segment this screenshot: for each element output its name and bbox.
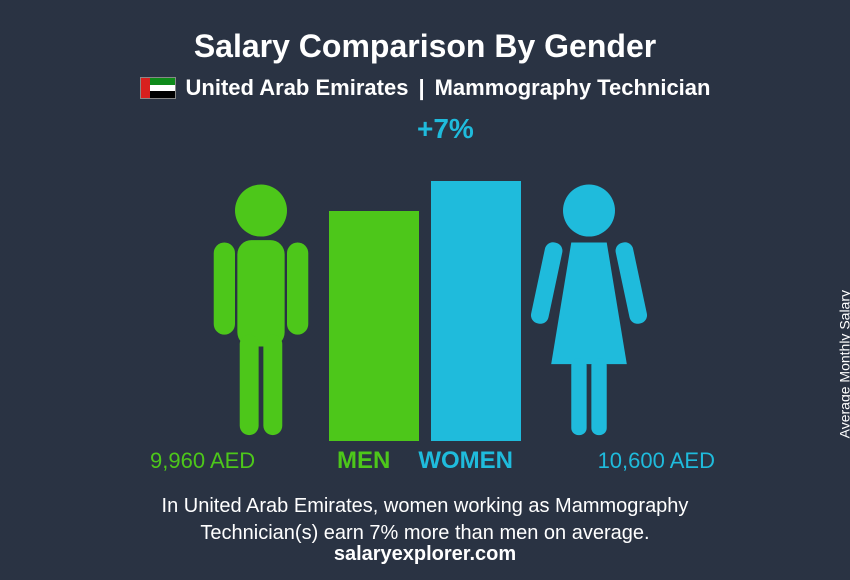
uae-flag-icon [140, 77, 176, 99]
male-icon-col [201, 181, 321, 441]
y-axis-label: Average Monthly Salary [836, 290, 850, 438]
labels-row: 9,960 AED MEN WOMEN 10,600 AED [40, 447, 810, 475]
footer-source: salaryexplorer.com [0, 543, 850, 566]
men-salary-value: 9,960 AED [150, 448, 255, 474]
main-title: Salary Comparison By Gender [40, 28, 810, 65]
percent-diff-label: +7% [417, 113, 474, 145]
female-person-icon [529, 181, 649, 441]
flag-black-stripe [150, 91, 174, 98]
separator: | [418, 75, 424, 101]
women-bar [431, 181, 521, 441]
men-bar-col [321, 211, 425, 441]
flag-stripes [150, 78, 174, 98]
men-bar [329, 211, 419, 441]
job-title-label: Mammography Technician [435, 75, 711, 101]
infographic-container: Salary Comparison By Gender United Arab … [0, 0, 850, 580]
chart-area: +7% [40, 121, 810, 441]
women-salary-value: 10,600 AED [598, 448, 715, 474]
female-icon-col [529, 181, 649, 441]
description-text: In United Arab Emirates, women working a… [40, 493, 810, 547]
flag-red-stripe [141, 78, 151, 98]
subtitle-row: United Arab Emirates | Mammography Techn… [40, 75, 810, 101]
male-person-icon [201, 181, 321, 441]
flag-green-stripe [150, 78, 174, 85]
men-label: MEN [337, 447, 390, 475]
women-label: WOMEN [418, 447, 513, 475]
women-bar-col [425, 181, 529, 441]
country-label: United Arab Emirates [186, 75, 409, 101]
flag-white-stripe [150, 85, 174, 92]
